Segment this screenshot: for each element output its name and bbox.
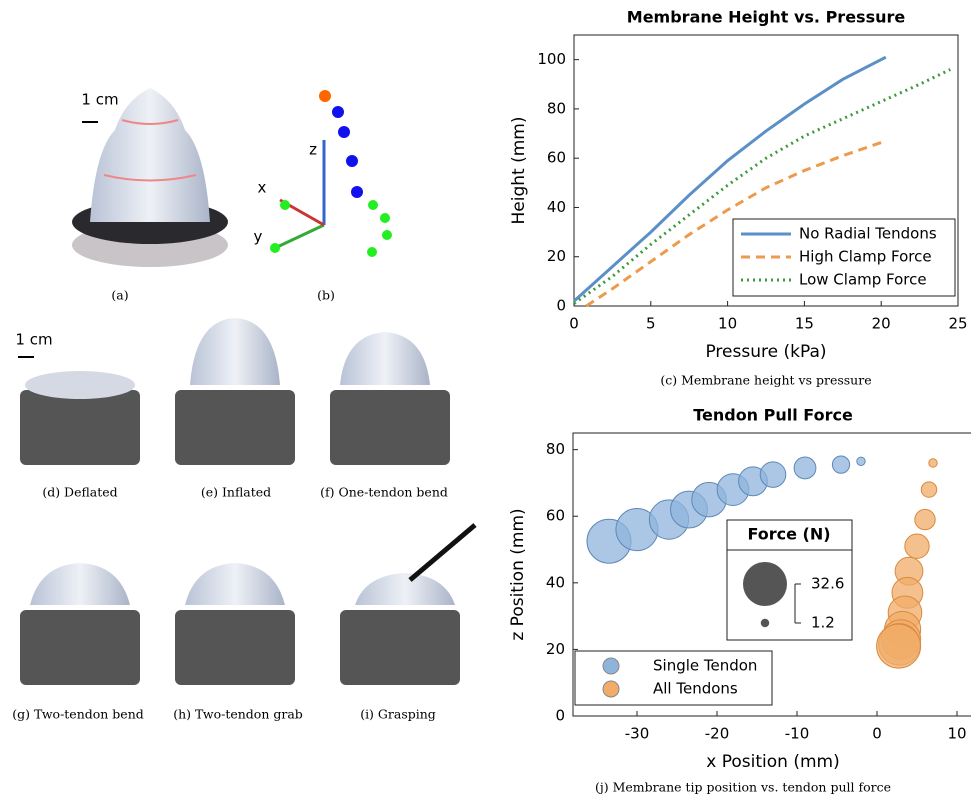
chart-caption: (c) Membrane height vs pressure [660, 373, 871, 388]
legend-label: All Tendons [653, 680, 738, 698]
x-tick-label: 10 [947, 725, 966, 743]
bubble [857, 457, 865, 465]
photo-robots [18, 318, 475, 685]
figure: 1 cm 1 cm x y z (a) (b) (d) Deflated (e)… [0, 0, 971, 798]
y-tick-label: 0 [556, 297, 566, 315]
x-axis-label: Pressure (kPa) [705, 342, 826, 362]
scale-label: 1 cm [15, 331, 52, 349]
legend-label: No Radial Tendons [799, 225, 937, 243]
legend-label: High Clamp Force [799, 248, 932, 266]
y-axis-label: Height (mm) [509, 117, 529, 225]
x-tick-label: -10 [785, 725, 810, 743]
x-tick-label: 10 [718, 315, 737, 333]
chart-title: Tendon Pull Force [693, 406, 853, 425]
photo-a [72, 88, 228, 267]
x-tick-label: 0 [872, 725, 882, 743]
axis-label: x [258, 179, 267, 197]
photo-b [270, 90, 392, 257]
axis-label: y [254, 228, 263, 246]
chart-caption: (j) Membrane tip position vs. tendon pul… [595, 780, 891, 795]
x-tick-label: -30 [625, 725, 650, 743]
axis-label: z [309, 141, 317, 159]
bubble [905, 534, 929, 558]
panel-caption: (h) Two-tendon grab [173, 707, 303, 722]
x-tick-label: 0 [569, 315, 579, 333]
bubble [921, 482, 936, 497]
panel-caption: (f) One-tendon bend [320, 485, 448, 500]
bubble [877, 624, 921, 668]
y-tick-label: 60 [546, 507, 565, 525]
size-legend-label: 32.6 [811, 575, 844, 593]
x-tick-label: -20 [705, 725, 730, 743]
x-tick-label: 15 [795, 315, 814, 333]
y-tick-label: 40 [546, 573, 565, 591]
x-tick-label: 20 [872, 315, 891, 333]
scale-label: 1 cm [81, 91, 118, 109]
legend-label: Single Tendon [653, 657, 757, 675]
x-axis-label: x Position (mm) [706, 752, 839, 772]
size-legend-title: Force (N) [747, 525, 830, 544]
x-tick-label: 25 [948, 315, 967, 333]
y-tick-label: 20 [547, 247, 566, 265]
chart-title: Membrane Height vs. Pressure [627, 8, 906, 27]
panel-caption: (b) [317, 288, 335, 303]
legend-swatch [603, 681, 619, 697]
y-tick-label: 80 [547, 99, 566, 117]
legend-swatch [603, 658, 619, 674]
bubble [760, 462, 786, 488]
size-legend-marker [743, 562, 787, 606]
panel-caption: (a) [111, 288, 128, 303]
size-legend-label: 1.2 [811, 614, 835, 632]
x-tick-label: 5 [646, 315, 656, 333]
bubble [915, 509, 935, 529]
legend-label: Low Clamp Force [799, 271, 927, 289]
panel-caption: (d) Deflated [42, 485, 117, 500]
y-axis-label: z Position (mm) [508, 508, 528, 640]
y-tick-label: 40 [547, 198, 566, 216]
panel-caption: (g) Two-tendon bend [12, 707, 144, 722]
size-legend-marker [761, 619, 769, 627]
panel-caption: (e) Inflated [201, 485, 271, 500]
figure-canvas: 1 cm 1 cm x y z (a) (b) (d) Deflated (e)… [0, 0, 971, 798]
y-tick-label: 0 [555, 707, 565, 725]
bubble [832, 456, 849, 473]
y-tick-label: 80 [546, 440, 565, 458]
bubble [794, 457, 816, 479]
y-tick-label: 60 [547, 149, 566, 167]
panel-caption: (i) Grasping [360, 707, 436, 722]
y-tick-label: 100 [537, 50, 566, 68]
bubble [929, 459, 937, 467]
y-tick-label: 20 [546, 640, 565, 658]
